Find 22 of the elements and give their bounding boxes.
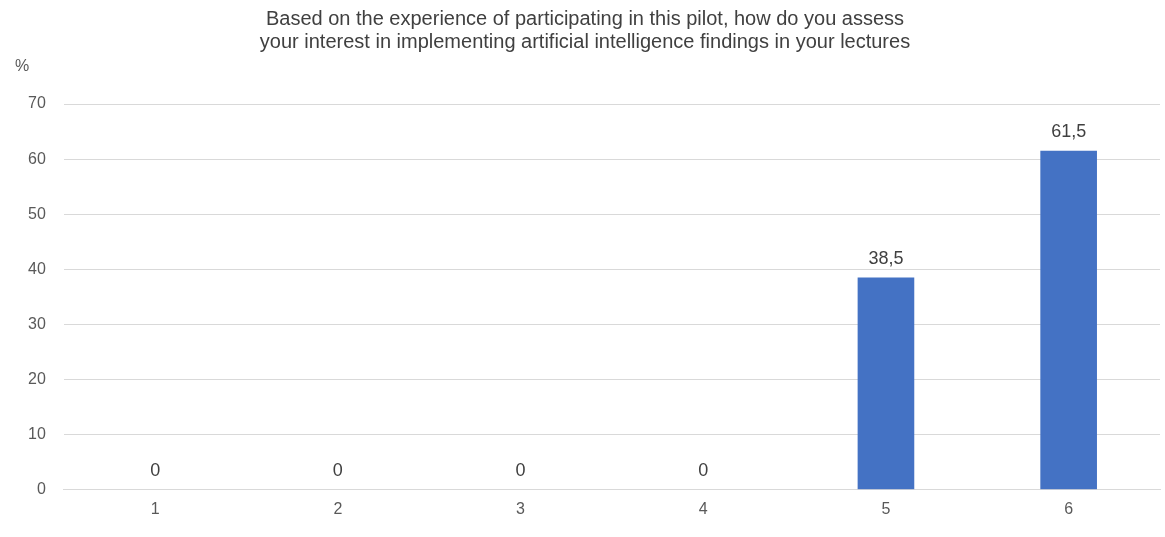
y-tick-label: 70 (28, 94, 46, 112)
y-tick-label: 20 (28, 369, 46, 387)
data-label: 61,5 (1051, 120, 1087, 141)
x-tick-label: 2 (333, 499, 343, 517)
x-tick-label: 3 (516, 499, 526, 517)
data-label: 0 (698, 459, 709, 480)
data-label: 38,5 (868, 247, 904, 268)
chart-title: Based on the experience of participating in this pilot, how do you assess your interest in implementing artificial intelligence findings in your lectures (259, 7, 911, 53)
y-tick-label: 60 (28, 149, 46, 167)
y-tick-label: 10 (28, 425, 46, 443)
x-tick-label: 4 (698, 499, 708, 517)
data-label: 0 (332, 459, 343, 480)
data-label: 0 (150, 459, 161, 480)
x-tick-label: 6 (1064, 499, 1074, 517)
y-tick-label: 40 (28, 259, 46, 277)
x-tick-label: 1 (150, 499, 160, 517)
y-tick-label: 30 (28, 314, 46, 332)
y-axis-title: % (14, 57, 30, 75)
x-tick-label: 5 (881, 499, 891, 517)
data-label: 0 (515, 459, 526, 480)
y-tick-label: 50 (28, 204, 46, 222)
y-tick-label: 0 (36, 480, 46, 498)
